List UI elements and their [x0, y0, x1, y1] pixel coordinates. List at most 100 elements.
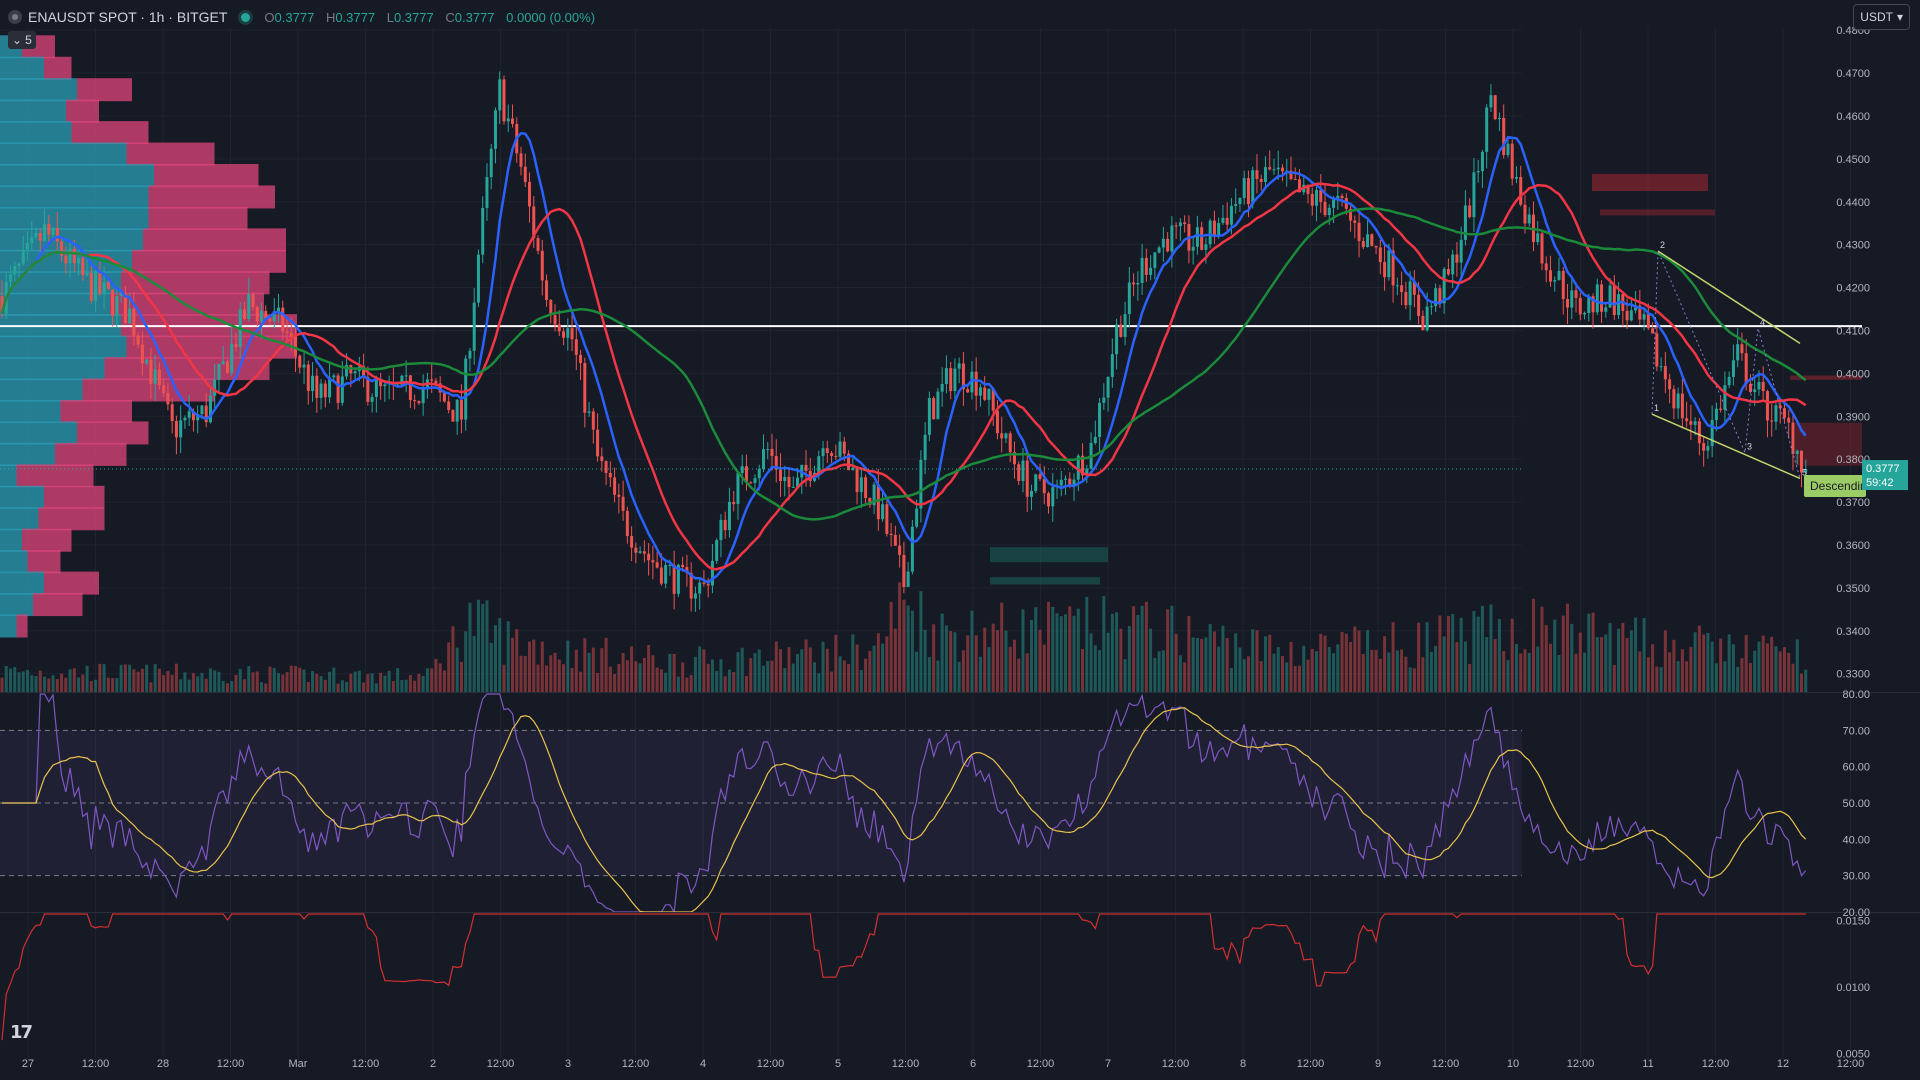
volume-profile-sell-bar	[77, 421, 149, 445]
volume-bar	[1600, 637, 1604, 693]
volume-bar	[502, 664, 506, 693]
volume-bar	[902, 599, 906, 693]
candle-body	[902, 554, 906, 587]
candle-body	[319, 383, 323, 398]
candle-body	[617, 494, 621, 497]
currency-selector[interactable]: USDT ▾	[1853, 4, 1910, 30]
candle-body	[672, 565, 676, 594]
candle-body	[676, 564, 680, 594]
volume-bar	[732, 672, 736, 693]
ma-slow-line	[0, 207, 1807, 521]
volume-bar	[1493, 639, 1497, 693]
candle-body	[923, 434, 927, 460]
indicators-collapse-button[interactable]: ⌄ 5	[8, 31, 36, 49]
time-tick: 5	[835, 1058, 841, 1070]
close-label: C	[445, 9, 455, 25]
candle-body	[736, 472, 740, 505]
candle-body	[1315, 189, 1319, 206]
volume-bar	[357, 670, 361, 693]
candle-body	[919, 459, 923, 509]
volume-bar	[638, 663, 642, 693]
tradingview-logo-icon[interactable]: 17	[10, 1022, 33, 1043]
volume-bar	[1174, 633, 1178, 693]
candle-body	[81, 257, 85, 276]
candle-body	[1123, 314, 1127, 337]
volume-bar	[1115, 612, 1119, 693]
pane-separator	[0, 912, 1920, 913]
volume-profile-sell-bar	[104, 357, 270, 381]
candle-body	[685, 567, 689, 573]
candle-body	[744, 466, 748, 483]
candle-body	[502, 79, 506, 122]
price-axis: 0.48000.47000.46000.45000.44000.43000.42…	[1836, 25, 1870, 681]
volume-bar	[1076, 608, 1080, 693]
volume-bar	[1753, 650, 1757, 693]
volume-bar	[4, 666, 8, 693]
candle-body	[1493, 95, 1497, 120]
candle-body	[1272, 169, 1276, 171]
candle-body	[123, 294, 127, 324]
time-tick: 12:00	[1027, 1058, 1055, 1070]
candle-body	[647, 553, 651, 561]
volume-bar	[1740, 658, 1744, 693]
candle-body	[706, 583, 710, 586]
volume-bar	[1119, 628, 1123, 693]
candle-body	[1059, 479, 1063, 486]
volume-bar	[655, 667, 659, 693]
candle-body	[1791, 422, 1795, 454]
volume-bar	[540, 641, 544, 693]
rsi-ma-line	[2, 707, 1807, 913]
candle-body	[995, 410, 999, 434]
candle-body	[1770, 420, 1774, 422]
time-tick: Mar	[289, 1058, 308, 1070]
candle-body	[1004, 433, 1008, 439]
candle-body	[698, 582, 702, 594]
volume-bar	[111, 678, 115, 693]
candle-body	[1068, 478, 1072, 486]
candle-body	[187, 411, 191, 418]
candle-body	[413, 400, 417, 402]
volume-bar	[260, 682, 264, 693]
candle-body	[1438, 288, 1442, 304]
supply-zone	[1592, 173, 1708, 192]
low-value: 0.3777	[393, 9, 434, 25]
price-tick: 0.3900	[1836, 411, 1870, 423]
volume-bar	[608, 666, 612, 693]
candle-body	[204, 405, 208, 423]
volume-bar	[442, 670, 446, 693]
volume-bar	[234, 674, 238, 693]
volume-bar	[1123, 659, 1127, 693]
candle-body	[885, 504, 889, 534]
volume-bar	[1489, 604, 1493, 693]
volume-bar	[1025, 653, 1029, 693]
demand-zone	[990, 577, 1100, 585]
volume-bar	[294, 666, 298, 693]
candle-body	[821, 448, 825, 457]
candle-body	[1595, 284, 1599, 313]
volume-bar	[1229, 668, 1233, 693]
volume-bar	[715, 671, 719, 693]
candle-body	[404, 375, 408, 377]
volume-bar	[557, 659, 561, 693]
volume-bar	[298, 667, 302, 693]
candle-body	[1136, 282, 1140, 285]
volume-bar	[536, 664, 540, 693]
candle-body	[587, 411, 591, 413]
candle-body	[957, 363, 961, 369]
candle-body	[374, 379, 378, 397]
symbol-title[interactable]: ENAUSDT SPOT · 1h · BITGET	[28, 9, 228, 25]
candle-body	[60, 241, 64, 256]
volume-bar	[1570, 623, 1574, 693]
candle-body	[272, 311, 276, 322]
candle-body	[825, 448, 829, 454]
time-tick: 12:00	[1432, 1058, 1460, 1070]
volume-bar	[774, 641, 778, 693]
price-tick: 0.4400	[1836, 197, 1870, 209]
volume-bar	[89, 681, 93, 693]
volume-bar	[425, 668, 429, 693]
volume-bar	[1429, 651, 1433, 693]
candle-body	[600, 456, 604, 462]
candle-body	[72, 248, 76, 264]
volume-bar	[400, 679, 404, 693]
